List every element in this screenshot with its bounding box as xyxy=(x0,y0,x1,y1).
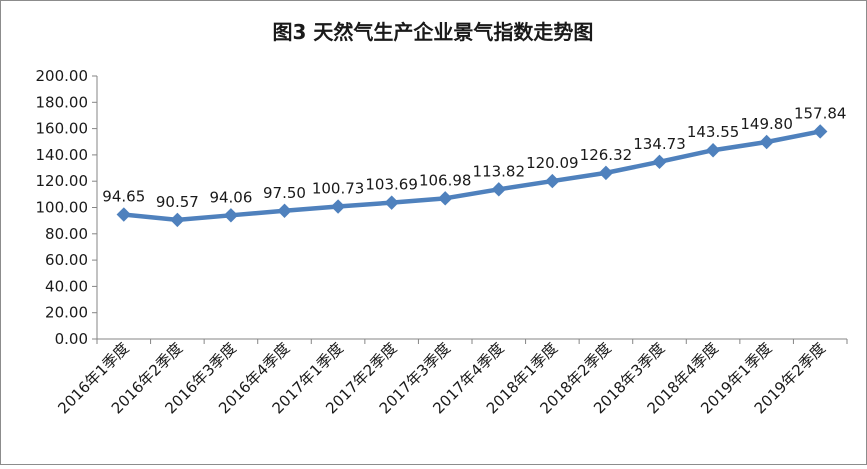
data-label: 94.06 xyxy=(209,188,252,206)
y-tick-label: 120.00 xyxy=(36,172,89,190)
y-tick-label: 140.00 xyxy=(36,146,89,164)
data-point-marker xyxy=(116,207,131,222)
y-tick-label: 80.00 xyxy=(45,225,88,243)
data-label: 113.82 xyxy=(473,162,526,180)
x-axis-ticks: 2016年1季度2016年2季度2016年3季度2016年4季度2017年1季度… xyxy=(54,339,848,417)
series-line-path xyxy=(121,129,823,223)
data-point-marker xyxy=(813,124,828,139)
data-point-marker xyxy=(170,212,185,228)
data-point-marker xyxy=(545,173,560,189)
y-tick-label: 40.00 xyxy=(45,277,88,295)
y-tick-label: 0.00 xyxy=(55,330,88,348)
y-tick-label: 180.00 xyxy=(36,93,89,111)
data-point-marker xyxy=(491,182,506,197)
data-label: 134.73 xyxy=(633,135,686,153)
data-label: 97.50 xyxy=(263,184,306,202)
chart-title: 图3 天然气生产企业景气指数走势图 xyxy=(273,20,594,44)
axes xyxy=(96,76,847,340)
data-label: 103.69 xyxy=(365,176,418,194)
data-point-marker xyxy=(384,195,399,210)
y-tick-label: 20.00 xyxy=(45,304,88,322)
data-label: 143.55 xyxy=(687,123,740,141)
data-point-marker xyxy=(759,134,774,150)
data-label: 94.65 xyxy=(102,188,145,206)
data-point-marker xyxy=(438,191,453,206)
y-tick-label: 160.00 xyxy=(36,120,89,138)
series-markers xyxy=(116,124,828,228)
data-label: 100.73 xyxy=(312,180,365,198)
data-point-marker xyxy=(652,154,667,170)
data-point-marker xyxy=(705,143,721,158)
data-label: 149.80 xyxy=(740,115,793,133)
data-label: 120.09 xyxy=(526,154,579,172)
y-tick-label: 200.00 xyxy=(36,67,89,85)
y-axis-ticks: 0.00 20.00 40.00 60.00 80.00 100.00 120.00 140.… xyxy=(36,67,97,348)
data-labels: 94.65 90.57 94.06 97.50 100.73 103.69 106.98 11… xyxy=(102,104,846,210)
data-label: 126.32 xyxy=(580,146,633,164)
data-point-marker xyxy=(598,165,614,181)
data-point-marker xyxy=(277,203,292,218)
y-tick-label: 60.00 xyxy=(45,251,88,269)
data-point-marker xyxy=(330,199,346,214)
y-tick-label: 100.00 xyxy=(36,199,89,217)
data-label: 106.98 xyxy=(419,171,472,189)
data-label: 157.84 xyxy=(794,104,847,122)
data-point-marker xyxy=(223,208,239,223)
series-line xyxy=(121,129,823,223)
data-label: 90.57 xyxy=(156,193,199,211)
